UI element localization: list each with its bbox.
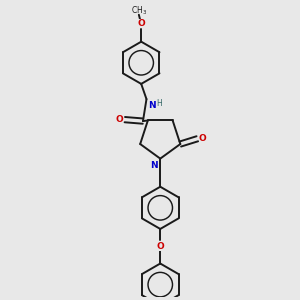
Text: O: O <box>116 115 123 124</box>
Text: N: N <box>150 161 158 170</box>
Text: O: O <box>199 134 206 143</box>
Text: O: O <box>156 242 164 251</box>
Text: N: N <box>148 100 156 109</box>
Text: H: H <box>156 99 162 108</box>
Text: O: O <box>137 19 145 28</box>
Text: CH$_3$: CH$_3$ <box>131 4 147 16</box>
